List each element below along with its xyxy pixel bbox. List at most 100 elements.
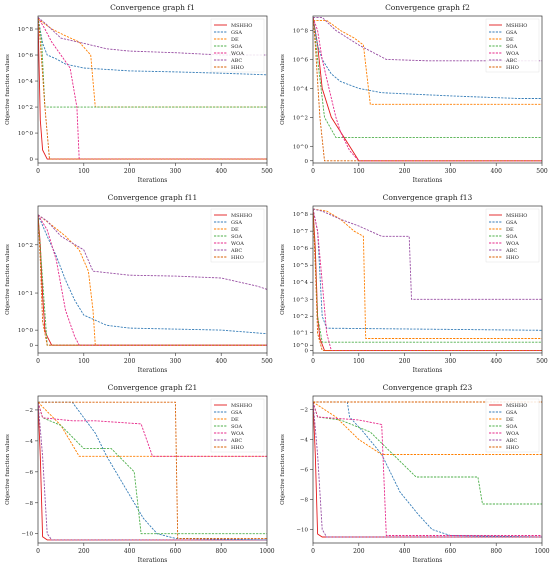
chart-svg: Convergence graph f2 0 100 200 300 400 500 0 10^…	[280, 3, 548, 184]
legend-label: SOA	[506, 234, 518, 240]
y-tick-label: −2	[300, 408, 308, 414]
x-axis-label: Iterations	[413, 557, 443, 564]
chart-title: Convergence graph f1	[110, 3, 195, 12]
plot-frame	[37, 15, 268, 164]
legend-box	[210, 208, 265, 263]
series-line-hho	[313, 17, 542, 162]
x-tick-label: 0	[311, 358, 315, 365]
series-line-de	[38, 214, 267, 346]
y-tick-label: 10^8	[18, 26, 34, 33]
series-line-hho	[313, 208, 542, 351]
series-line-abc	[38, 16, 267, 56]
series-line-abc	[313, 16, 542, 62]
legend-label: MSHHO	[506, 213, 527, 219]
y-tick-label: 10^2	[18, 242, 33, 249]
y-tick-label: −4	[300, 438, 309, 444]
y-tick-label: 10^0	[18, 327, 34, 334]
x-tick-label: 400	[215, 358, 227, 365]
x-axis-label: Iterations	[138, 557, 168, 564]
legend-label: HHO	[231, 65, 244, 71]
legend-label: WOA	[506, 241, 519, 247]
y-tick-label: 10^6	[293, 245, 309, 252]
y-tick-label: 10^7	[293, 228, 309, 235]
chart-title: Convergence graph f13	[383, 193, 473, 202]
x-tick-label: 100	[78, 168, 90, 175]
legend-label: WOA	[231, 241, 244, 247]
legend-box	[210, 398, 265, 453]
legend-label: ABC	[230, 438, 242, 444]
series-group	[313, 208, 542, 351]
legend-box	[485, 208, 540, 263]
legend-label: HHO	[506, 445, 519, 451]
legend-label: MSHHO	[506, 23, 527, 29]
legend-label: GSA	[231, 410, 242, 416]
legend-label: SOA	[506, 44, 518, 50]
y-tick-label: 10^6	[18, 52, 34, 59]
legend-label: WOA	[506, 431, 519, 437]
legend-label: SOA	[231, 424, 243, 430]
x-tick-label: 800	[215, 548, 227, 555]
y-tick-label: −4	[25, 439, 34, 445]
legend-label: WOA	[506, 51, 519, 57]
x-tick-label: 500	[536, 168, 548, 175]
x-tick-label: 400	[490, 358, 502, 365]
x-tick-label: 400	[124, 548, 136, 555]
plot-frame	[312, 205, 543, 354]
legend-label: MSHHO	[231, 403, 252, 409]
legend-label: MSHHO	[506, 403, 527, 409]
x-axis-label: Iterations	[138, 367, 168, 374]
x-tick-label: 0	[36, 548, 40, 555]
series-line-soa	[313, 401, 542, 505]
series-line-soa	[313, 208, 542, 343]
plot-frame	[312, 395, 543, 544]
plot-frame	[37, 395, 268, 544]
x-tick-label: 200	[78, 548, 90, 555]
y-axis-label: Objective function values	[280, 434, 286, 505]
series-group	[38, 214, 267, 346]
y-tick-label: 10^2	[293, 313, 308, 320]
x-tick-label: 300	[445, 168, 457, 175]
series-line-woa	[38, 214, 267, 346]
y-tick-label: 10^1	[293, 330, 308, 337]
y-tick-label: 0	[30, 157, 34, 163]
y-tick-label: −8	[25, 501, 34, 507]
y-tick-label: −2	[25, 408, 33, 414]
legend-label: GSA	[506, 30, 517, 36]
series-line-mshho	[38, 17, 267, 160]
chart-svg: Convergence graph f21 0 200 400 600 800 1000 −2…	[5, 383, 275, 564]
legend-label: MSHHO	[231, 213, 252, 219]
series-line-soa	[38, 402, 267, 535]
y-axis-label: Objective function values	[280, 54, 286, 125]
legend-label: ABC	[230, 58, 242, 64]
legend-label: DE	[506, 227, 514, 233]
x-tick-label: 100	[78, 358, 90, 365]
x-tick-label: 0	[36, 358, 40, 365]
x-tick-label: 400	[399, 548, 411, 555]
x-tick-label: 600	[445, 548, 457, 555]
legend-label: SOA	[506, 424, 518, 430]
x-tick-label: 300	[445, 358, 457, 365]
legend-label: SOA	[231, 44, 243, 50]
series-group	[38, 401, 267, 541]
chart-svg: Convergence graph f23 0 200 400 600 800 1000 −2…	[280, 383, 550, 564]
legend-label: DE	[231, 417, 239, 423]
legend-label: GSA	[506, 410, 517, 416]
chart-title: Convergence graph f2	[385, 3, 470, 12]
y-tick-label: 10^4	[18, 78, 34, 85]
x-tick-label: 1000	[259, 548, 274, 555]
legend-box	[485, 398, 540, 453]
series-line-soa	[38, 17, 267, 108]
series-line-gsa	[38, 401, 267, 541]
legend-label: HHO	[506, 255, 519, 261]
x-tick-label: 200	[353, 548, 365, 555]
series-line-abc	[38, 402, 267, 541]
x-tick-label: 400	[490, 168, 502, 175]
plot-frame	[37, 205, 268, 354]
series-line-woa	[313, 401, 542, 536]
series-line-woa	[313, 208, 542, 351]
y-tick-label: −6	[300, 468, 309, 474]
series-group	[313, 16, 542, 162]
legend-label: GSA	[231, 220, 242, 226]
